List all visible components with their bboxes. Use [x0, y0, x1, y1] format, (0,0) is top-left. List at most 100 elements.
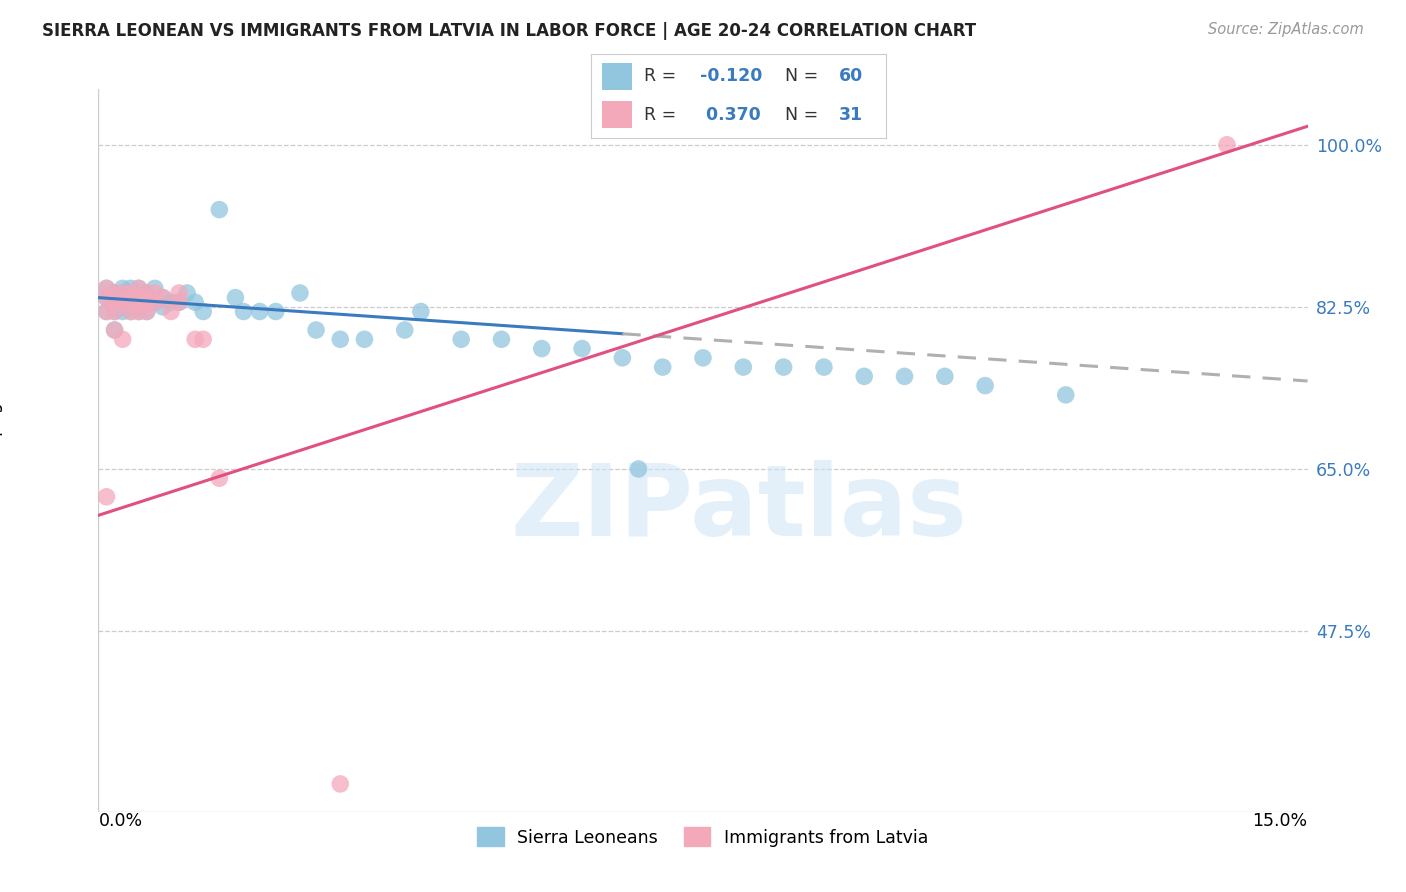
Point: [974, 378, 997, 392]
Bar: [602, 101, 631, 128]
Point: [143, 285, 166, 300]
Point: [530, 342, 553, 356]
Point: [733, 360, 755, 375]
Point: [167, 285, 190, 300]
Text: R =: R =: [644, 68, 682, 86]
Point: [813, 360, 835, 375]
Point: [111, 295, 134, 310]
Point: [120, 295, 142, 310]
Point: [96, 304, 118, 318]
Point: [152, 291, 174, 305]
Text: 60: 60: [838, 68, 863, 86]
Point: [96, 490, 118, 504]
Legend: Sierra Leoneans, Immigrants from Latvia: Sierra Leoneans, Immigrants from Latvia: [471, 821, 935, 854]
Point: [893, 369, 915, 384]
Point: [128, 291, 150, 305]
Point: [571, 342, 593, 356]
Point: [208, 471, 231, 485]
Point: [305, 323, 328, 337]
Point: [143, 295, 166, 310]
Text: In Labor Force | Age 20-24: In Labor Force | Age 20-24: [0, 335, 3, 566]
Point: [249, 304, 271, 318]
Text: ZIPatlas: ZIPatlas: [510, 459, 967, 557]
Point: [394, 323, 416, 337]
Point: [96, 281, 118, 295]
Point: [111, 291, 134, 305]
Point: [120, 304, 142, 318]
Point: [120, 304, 142, 318]
Text: -0.120: -0.120: [700, 68, 762, 86]
Point: [135, 304, 157, 318]
Point: [96, 281, 118, 295]
Point: [692, 351, 714, 365]
Point: [853, 369, 876, 384]
Point: [111, 285, 134, 300]
Point: [111, 332, 134, 346]
Point: [111, 304, 134, 318]
Point: [111, 295, 134, 310]
Point: [184, 295, 207, 310]
Text: N =: N =: [773, 105, 824, 123]
Point: [96, 291, 118, 305]
Point: [176, 285, 198, 300]
Point: [167, 295, 190, 310]
Point: [128, 304, 150, 318]
Point: [329, 332, 352, 346]
Point: [450, 332, 472, 346]
Point: [409, 304, 432, 318]
Point: [111, 300, 134, 314]
Point: [103, 295, 125, 310]
Point: [934, 369, 956, 384]
Point: [651, 360, 673, 375]
Text: SIERRA LEONEAN VS IMMIGRANTS FROM LATVIA IN LABOR FORCE | AGE 20-24 CORRELATION : SIERRA LEONEAN VS IMMIGRANTS FROM LATVIA…: [42, 22, 976, 40]
Point: [224, 291, 246, 305]
Point: [160, 295, 183, 310]
Point: [96, 304, 118, 318]
Point: [128, 281, 150, 295]
Point: [103, 285, 125, 300]
Point: [111, 281, 134, 295]
Point: [120, 281, 142, 295]
Point: [1054, 388, 1077, 402]
Point: [612, 351, 634, 365]
Point: [135, 295, 157, 310]
Point: [103, 323, 125, 337]
Point: [111, 285, 134, 300]
Point: [627, 462, 650, 476]
Point: [264, 304, 287, 318]
Point: [167, 295, 190, 310]
Text: Source: ZipAtlas.com: Source: ZipAtlas.com: [1208, 22, 1364, 37]
Point: [160, 304, 183, 318]
Point: [128, 281, 150, 295]
Text: 0.0%: 0.0%: [98, 812, 142, 830]
Point: [103, 304, 125, 318]
Point: [103, 285, 125, 300]
Text: 15.0%: 15.0%: [1253, 812, 1308, 830]
Point: [135, 285, 157, 300]
Point: [120, 285, 142, 300]
Point: [120, 285, 142, 300]
Point: [193, 332, 215, 346]
Point: [208, 202, 231, 217]
Point: [152, 300, 174, 314]
Point: [120, 295, 142, 310]
Point: [232, 304, 254, 318]
Point: [103, 304, 125, 318]
Point: [135, 304, 157, 318]
Point: [103, 295, 125, 310]
Text: 31: 31: [838, 105, 863, 123]
Point: [193, 304, 215, 318]
Point: [329, 777, 352, 791]
Point: [1216, 137, 1239, 152]
Point: [135, 295, 157, 310]
Point: [152, 291, 174, 305]
Point: [143, 281, 166, 295]
Text: R =: R =: [644, 105, 682, 123]
Bar: [602, 62, 631, 90]
Point: [96, 291, 118, 305]
Point: [288, 285, 311, 300]
Point: [135, 285, 157, 300]
Text: N =: N =: [773, 68, 824, 86]
Text: 0.370: 0.370: [700, 105, 761, 123]
Point: [128, 304, 150, 318]
